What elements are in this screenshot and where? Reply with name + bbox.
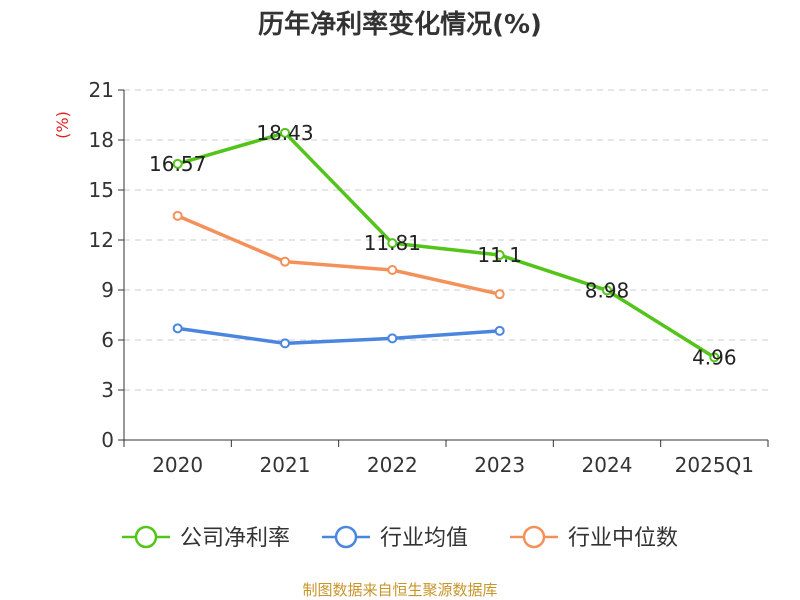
legend-marker: [522, 525, 546, 549]
data-label: 4.96: [692, 345, 737, 369]
data-label: 11.81: [364, 231, 421, 255]
legend-label: 公司净利率: [180, 526, 290, 551]
axes: 0 3 6 9 12 15 18 21 2020 2021 2022 2023 2024 2025Q1: [89, 78, 769, 477]
legend-marker: [134, 525, 158, 549]
data-point: [494, 325, 505, 336]
x-tick-label: 2021: [260, 453, 311, 477]
y-tick-label: 0: [101, 428, 114, 452]
y-tick-label: 12: [89, 228, 114, 252]
grid: [124, 89, 768, 391]
y-tick-label: 6: [101, 328, 114, 352]
series-line: [177, 131, 716, 359]
legend: 公司净利率 行业均值 行业中位数: [122, 525, 678, 551]
chart-title: 历年净利率变化情况(%): [258, 9, 542, 40]
y-tick-label: 15: [89, 178, 114, 202]
data-point: [494, 250, 505, 260]
series-2: [172, 323, 505, 349]
y-tick-label: 3: [101, 378, 114, 402]
data-point: [280, 127, 290, 138]
x-tick-label: 2022: [367, 453, 418, 477]
series-line: [176, 214, 501, 296]
data-point: [387, 265, 398, 275]
legend-item: 行业中位数: [510, 525, 678, 551]
data-point: [172, 323, 183, 334]
x-tick-label: 2025Q1: [675, 453, 754, 477]
y-tick-label: 9: [101, 278, 114, 302]
series-3: [172, 210, 505, 300]
data-labels: 16.57 18.43 11.81 11.1 8.98 4.96: [149, 121, 737, 370]
data-label: 11.1: [477, 243, 522, 267]
data-point: [387, 333, 398, 344]
legend-marker: [334, 525, 358, 549]
series-1: [172, 127, 720, 363]
x-tick-label: 2023: [474, 453, 525, 477]
data-point: [387, 238, 398, 249]
legend-label: 行业均值: [380, 526, 468, 551]
data-label: 18.43: [256, 121, 313, 145]
data-label: 16.57: [149, 152, 206, 176]
data-point: [172, 210, 183, 221]
legend-item: 公司净利率: [122, 525, 290, 551]
data-label: 8.98: [585, 278, 630, 302]
series-line: [177, 326, 500, 346]
y-tick-label: 18: [89, 128, 114, 152]
data-point: [172, 158, 183, 169]
data-point: [280, 256, 290, 267]
data-point: [280, 338, 290, 349]
y-axis-label: (%): [53, 111, 72, 139]
y-tick-label: 21: [89, 78, 114, 102]
source-note: 制图数据来自恒生聚源数据库: [302, 581, 497, 599]
data-point: [602, 285, 612, 296]
x-tick-label: 2020: [152, 453, 203, 477]
data-point: [709, 352, 720, 363]
x-tick-label: 2024: [582, 453, 633, 477]
legend-label: 行业中位数: [568, 526, 678, 551]
data-point: [494, 289, 505, 300]
legend-item: 行业均值: [322, 525, 468, 551]
series: [172, 127, 720, 363]
